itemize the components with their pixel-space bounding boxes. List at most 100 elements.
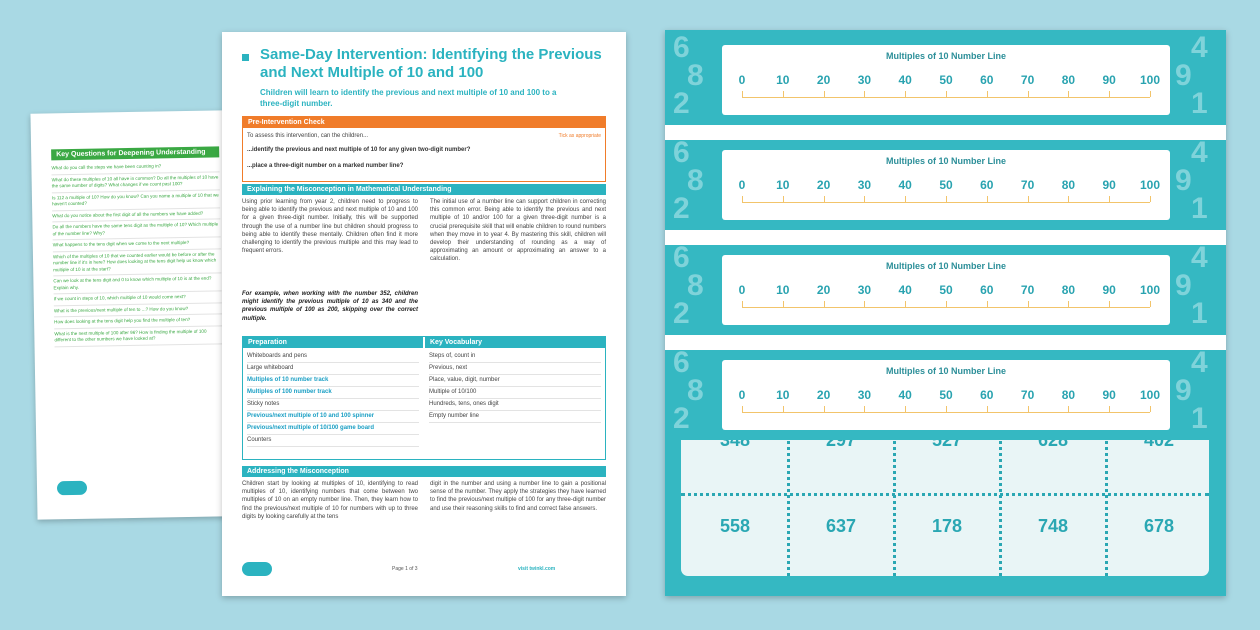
tick — [946, 91, 947, 97]
preparation-list: Whiteboards and pens Large whiteboard Mult… — [247, 351, 419, 447]
tick — [864, 301, 866, 307]
tick-label: 80 — [1061, 178, 1076, 192]
tick — [1068, 91, 1070, 97]
list-item: Empty number line — [429, 411, 601, 423]
decor-digit: 8 — [687, 59, 704, 92]
tick-label: 90 — [1102, 388, 1116, 402]
number-line-card: Multiples of 10 Number Line 0 10 20 30 40 50 60… — [722, 45, 1170, 115]
decor-digit: 8 — [687, 164, 704, 197]
tick-label: 80 — [1061, 73, 1076, 87]
decor-digit: 1 — [1191, 402, 1208, 435]
divider — [893, 418, 896, 576]
decor-digit: 8 — [687, 374, 704, 407]
tick-label: 100 — [1139, 388, 1161, 402]
decor-digit: 9 — [1175, 59, 1192, 92]
divider — [681, 493, 1209, 496]
strip-gap — [665, 230, 1226, 245]
tick-label: 40 — [898, 283, 912, 297]
tick-label: 0 — [738, 73, 746, 87]
tick-label: 60 — [980, 388, 994, 402]
decor-digit: 2 — [673, 402, 690, 435]
decor-digit: 2 — [673, 192, 690, 225]
number-line-title: Multiples of 10 Number Line — [885, 51, 1006, 61]
tick-label: 20 — [816, 178, 831, 192]
resources-box: Preparation Key Vocabulary Whiteboards a… — [242, 336, 606, 460]
section-header: Preparation — [243, 337, 423, 348]
tick — [1150, 196, 1151, 202]
paragraph: The initial use of a number line can sup… — [430, 199, 606, 263]
tick — [946, 196, 947, 202]
question-list: What do you call the steps we have been … — [51, 160, 223, 347]
paragraph: Using prior learning from year 2, childr… — [242, 199, 418, 255]
tick-label: 50 — [939, 388, 953, 402]
list-item: Steps of, count in — [429, 351, 601, 363]
tick — [782, 301, 784, 307]
tick-label: 50 — [939, 283, 953, 297]
divider — [999, 418, 1002, 576]
tick-label: 100 — [1139, 73, 1161, 87]
tick-label: 80 — [1061, 388, 1076, 402]
decor-digit: 6 — [673, 346, 690, 379]
tick-label: 90 — [1102, 178, 1116, 192]
number-line-title: Multiples of 10 Number Line — [885, 156, 1006, 166]
tick — [782, 406, 784, 412]
tick-label: 60 — [980, 283, 994, 297]
tick-label: 20 — [816, 73, 831, 87]
tick — [864, 91, 866, 97]
grid-number: 558 — [719, 516, 751, 536]
tick — [742, 196, 743, 202]
strip-gap — [665, 125, 1226, 140]
decor-digit: 1 — [1191, 192, 1208, 225]
decor-digit: 6 — [673, 241, 690, 274]
logo — [56, 480, 88, 496]
tick — [905, 301, 907, 307]
divider — [787, 418, 790, 576]
back-page: Key Questions for Deepening Understandin… — [30, 110, 230, 520]
tick-label: 100 — [1139, 283, 1161, 297]
vocabulary-list: Steps of, count in Previous, next Place, v… — [429, 351, 601, 423]
tick-label: 0 — [738, 283, 746, 297]
note: Tick as appropriate — [558, 133, 601, 139]
tick-label: 10 — [776, 73, 790, 87]
list-item: Whiteboards and pens — [247, 351, 419, 363]
tick — [986, 301, 988, 307]
tick-label: 10 — [776, 178, 790, 192]
tick-label: 50 — [939, 178, 953, 192]
tick-label: 10 — [776, 283, 790, 297]
grid-number: 678 — [1143, 516, 1175, 536]
tick-label: 70 — [1020, 283, 1035, 297]
decor-digit: 2 — [673, 87, 690, 120]
logo — [242, 562, 272, 576]
list-item: Counters — [247, 435, 419, 447]
section-header: Addressing the Misconception — [242, 466, 606, 477]
tick-label: 80 — [1061, 283, 1076, 297]
number-line-strip: 6 8 2 4 9 1 Multiples of 10 Number Line 0 10 20 30… — [665, 346, 1226, 440]
list-item: Sticky notes — [247, 399, 419, 411]
list-item: Previous, next — [429, 363, 601, 375]
decor-digit: 9 — [1175, 374, 1192, 407]
decor-digit: 6 — [673, 136, 690, 169]
tick-label: 0 — [738, 178, 746, 192]
list-item: Multiple of 10/100 — [429, 387, 601, 399]
tick-label: 30 — [857, 73, 872, 87]
list-item: Previous/next multiple of 10/100 game bo… — [247, 423, 419, 435]
tick-label: 10 — [776, 388, 790, 402]
tick-label: 70 — [1020, 178, 1035, 192]
tick-label: 50 — [939, 73, 953, 87]
list-item: Hundreds, tens, ones digit — [429, 399, 601, 411]
decor-digit: 9 — [1175, 269, 1192, 302]
number-line-strip: 6 8 2 4 9 1 Multiples of 10 Number Line 0 10 20 30… — [665, 31, 1226, 125]
divider — [1105, 418, 1108, 576]
intro: To assess this intervention, can the chi… — [247, 133, 369, 139]
check-item: ...place a three-digit number on a marke… — [247, 163, 404, 169]
tick — [1027, 196, 1029, 202]
page-number: Page 1 of 3 — [392, 566, 418, 572]
tick — [1068, 301, 1070, 307]
decor-digit: 4 — [1191, 31, 1208, 64]
tick-label: 30 — [857, 388, 872, 402]
decor-digit: 4 — [1191, 136, 1208, 169]
tick-label: 60 — [980, 73, 994, 87]
tick — [1109, 406, 1111, 412]
list-item: Large whiteboard — [247, 363, 419, 375]
tick — [1109, 91, 1111, 97]
